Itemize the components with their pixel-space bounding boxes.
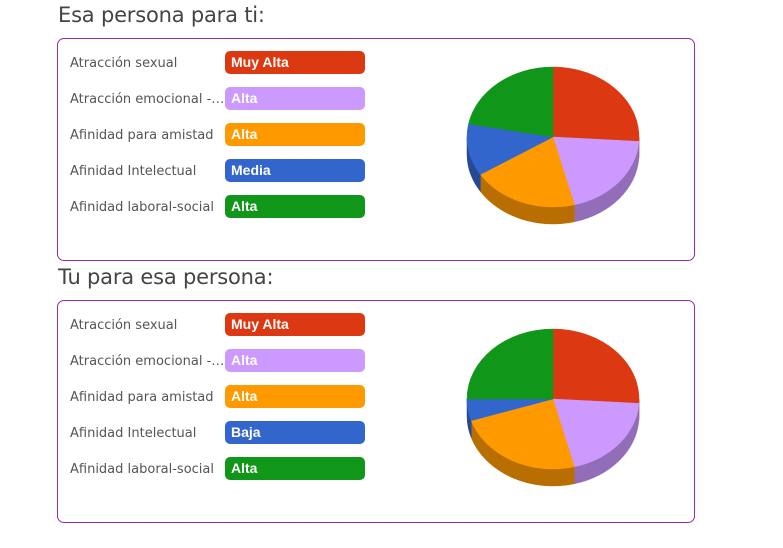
pie-slice xyxy=(552,328,640,404)
affinity-label: Afinidad para amistad xyxy=(70,128,214,143)
affinity-badge: Alta xyxy=(225,457,365,480)
pie-slice xyxy=(470,398,575,470)
pie-chart xyxy=(458,327,648,507)
pie-slice xyxy=(466,123,554,175)
pie-slice xyxy=(468,66,554,138)
affinity-badge: Alta xyxy=(225,123,365,146)
affinity-badge: Alta xyxy=(225,349,365,372)
pie-svg xyxy=(466,66,640,225)
affinity-label: Afinidad Intelectual xyxy=(70,164,197,179)
affinity-card: Atracción sexual Muy Alta Atracción emoc… xyxy=(57,300,695,523)
affinity-label: Afinidad para amistad xyxy=(70,390,214,405)
affinity-card: Atracción sexual Muy Alta Atracción emoc… xyxy=(57,38,695,261)
pie-slice xyxy=(552,66,640,142)
affinity-label: Afinidad Intelectual xyxy=(70,426,197,441)
section-title: Esa persona para ti: xyxy=(58,3,265,27)
affinity-label: Afinidad laboral-social xyxy=(70,462,214,477)
pie-slice xyxy=(466,328,554,400)
affinity-badge: Muy Alta xyxy=(225,313,365,336)
pie-svg xyxy=(466,328,640,487)
pie-slice xyxy=(480,136,575,208)
affinity-badge: Alta xyxy=(225,385,365,408)
pie-slice xyxy=(552,398,640,468)
affinity-badge: Media xyxy=(225,159,365,182)
affinity-label: Atracción sexual xyxy=(70,318,178,333)
section-title: Tu para esa persona: xyxy=(58,265,274,289)
affinity-badge: Alta xyxy=(225,87,365,110)
pie-chart xyxy=(458,65,648,245)
affinity-badge: Muy Alta xyxy=(225,51,365,74)
affinity-badge: Baja xyxy=(225,421,365,444)
pie-slice xyxy=(552,136,640,206)
affinity-badge: Alta xyxy=(225,195,365,218)
affinity-label: Atracción emocional - pareja xyxy=(70,354,225,369)
affinity-label: Afinidad laboral-social xyxy=(70,200,214,215)
affinity-label: Atracción sexual xyxy=(70,56,178,71)
affinity-label: Atracción emocional - pareja xyxy=(70,92,225,107)
